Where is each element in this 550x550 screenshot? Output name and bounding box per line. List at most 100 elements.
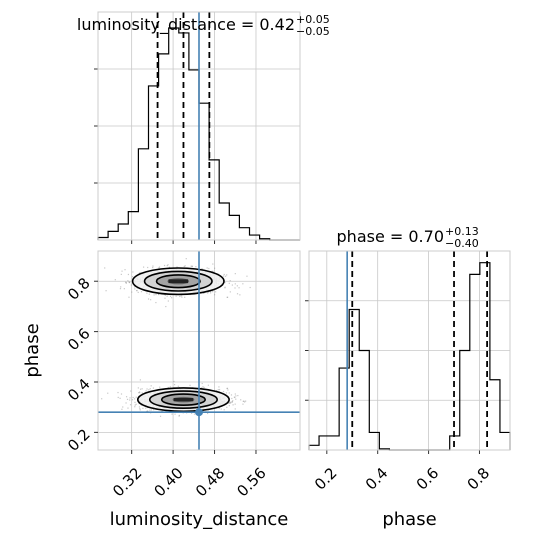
density-point [240, 399, 242, 401]
hist-ld-tick-marks [94, 68, 257, 244]
density-point [235, 398, 237, 400]
density-point [231, 397, 233, 400]
density-point [134, 288, 136, 290]
density-point [203, 292, 205, 294]
density-point [142, 266, 145, 268]
density-point [218, 407, 220, 410]
density-point [244, 401, 246, 403]
density-point [176, 266, 178, 268]
density-point [226, 274, 228, 276]
hist-ld-quantile-lines [156, 12, 211, 240]
density-point [208, 267, 210, 270]
density-point [227, 402, 230, 404]
hist-ld-bar-7 [169, 28, 179, 240]
density-point [146, 388, 148, 390]
hist-phase-bar-4 [349, 310, 359, 450]
density-point [163, 264, 166, 267]
density-point [148, 293, 150, 295]
density-point [134, 401, 136, 403]
hist-phase-frame [308, 250, 511, 451]
density-point [175, 295, 177, 297]
density-point [229, 280, 231, 282]
hist-ld-bar-10 [199, 103, 209, 240]
density-point [249, 286, 251, 289]
density-point [127, 407, 129, 409]
density-point [206, 267, 208, 269]
density-point [139, 408, 141, 410]
y-tick-label-phase-2: 0.6 [64, 325, 94, 355]
density-point [152, 409, 155, 411]
density-point [130, 284, 132, 286]
density-point [158, 266, 161, 268]
hist-ld-title: luminosity_distance = 0.42 [77, 15, 295, 35]
hist-phase-bar-17 [480, 263, 490, 450]
hist-phase-bar-15 [460, 351, 470, 451]
hist-ld-title-minus: −0.05 [296, 25, 330, 38]
hist-ld-bar-9 [189, 70, 199, 240]
density-point [147, 410, 149, 412]
density-point [157, 293, 160, 295]
y-axis-label-phase: phase [22, 323, 43, 377]
density-point [224, 281, 226, 284]
density-point [137, 392, 140, 394]
density-point [139, 388, 142, 390]
density-point [190, 412, 193, 414]
density-point [224, 275, 227, 277]
density-point [214, 267, 216, 269]
density-point [242, 283, 244, 285]
density-point [245, 400, 247, 402]
x-tick-label-phase-0: 0.2 [311, 464, 341, 494]
density-point [129, 397, 131, 399]
density-point [139, 272, 141, 274]
density-point [155, 301, 157, 304]
density-point [158, 267, 160, 269]
density-point [121, 270, 123, 272]
density-point [234, 283, 236, 285]
density-point [178, 415, 180, 417]
density-point [212, 291, 214, 293]
density-point [150, 409, 153, 411]
density-point [207, 384, 209, 386]
density-point [226, 406, 228, 408]
hist-ld-bar-12 [219, 203, 229, 240]
density-point [222, 390, 225, 393]
hist-ld-bar-4 [138, 149, 148, 240]
density-point [230, 402, 232, 404]
density-point [159, 415, 162, 417]
density-point [225, 392, 228, 394]
density-point [139, 392, 141, 394]
x-tick-label-ld-1: 0.40 [151, 464, 187, 500]
hist-phase-bar-18 [490, 380, 500, 450]
hist-phase-bar-5 [359, 351, 369, 451]
density-point [201, 268, 203, 270]
hist-phase-tick-marks [305, 300, 480, 454]
density-point [147, 298, 150, 300]
hist-ld-step-outline [97, 27, 300, 241]
hist-ld-bar-3 [128, 212, 138, 240]
density-point [117, 396, 119, 399]
density-point [126, 398, 129, 400]
density-point [136, 289, 138, 292]
y-tick-label-phase-3: 0.8 [64, 274, 94, 304]
hist-phase-title-main: phase = 0.70 [337, 227, 444, 246]
density-point [174, 413, 176, 415]
density-point [125, 282, 127, 284]
density-point [173, 380, 175, 383]
density-point [235, 395, 237, 397]
density-point [169, 295, 172, 297]
density-point [166, 265, 168, 267]
density-point [135, 403, 137, 405]
density-point [178, 414, 180, 417]
density-point [131, 399, 134, 401]
hist-phase-bar-6 [369, 432, 379, 450]
hist-phase-bar-19 [500, 432, 510, 450]
density-point [130, 390, 132, 392]
density-point [164, 297, 166, 299]
hist-phase-gridlines [309, 251, 510, 450]
density-point [234, 408, 236, 410]
density-point [107, 392, 109, 394]
density-point [184, 296, 186, 298]
density-point [190, 265, 192, 267]
density-point [181, 296, 183, 298]
